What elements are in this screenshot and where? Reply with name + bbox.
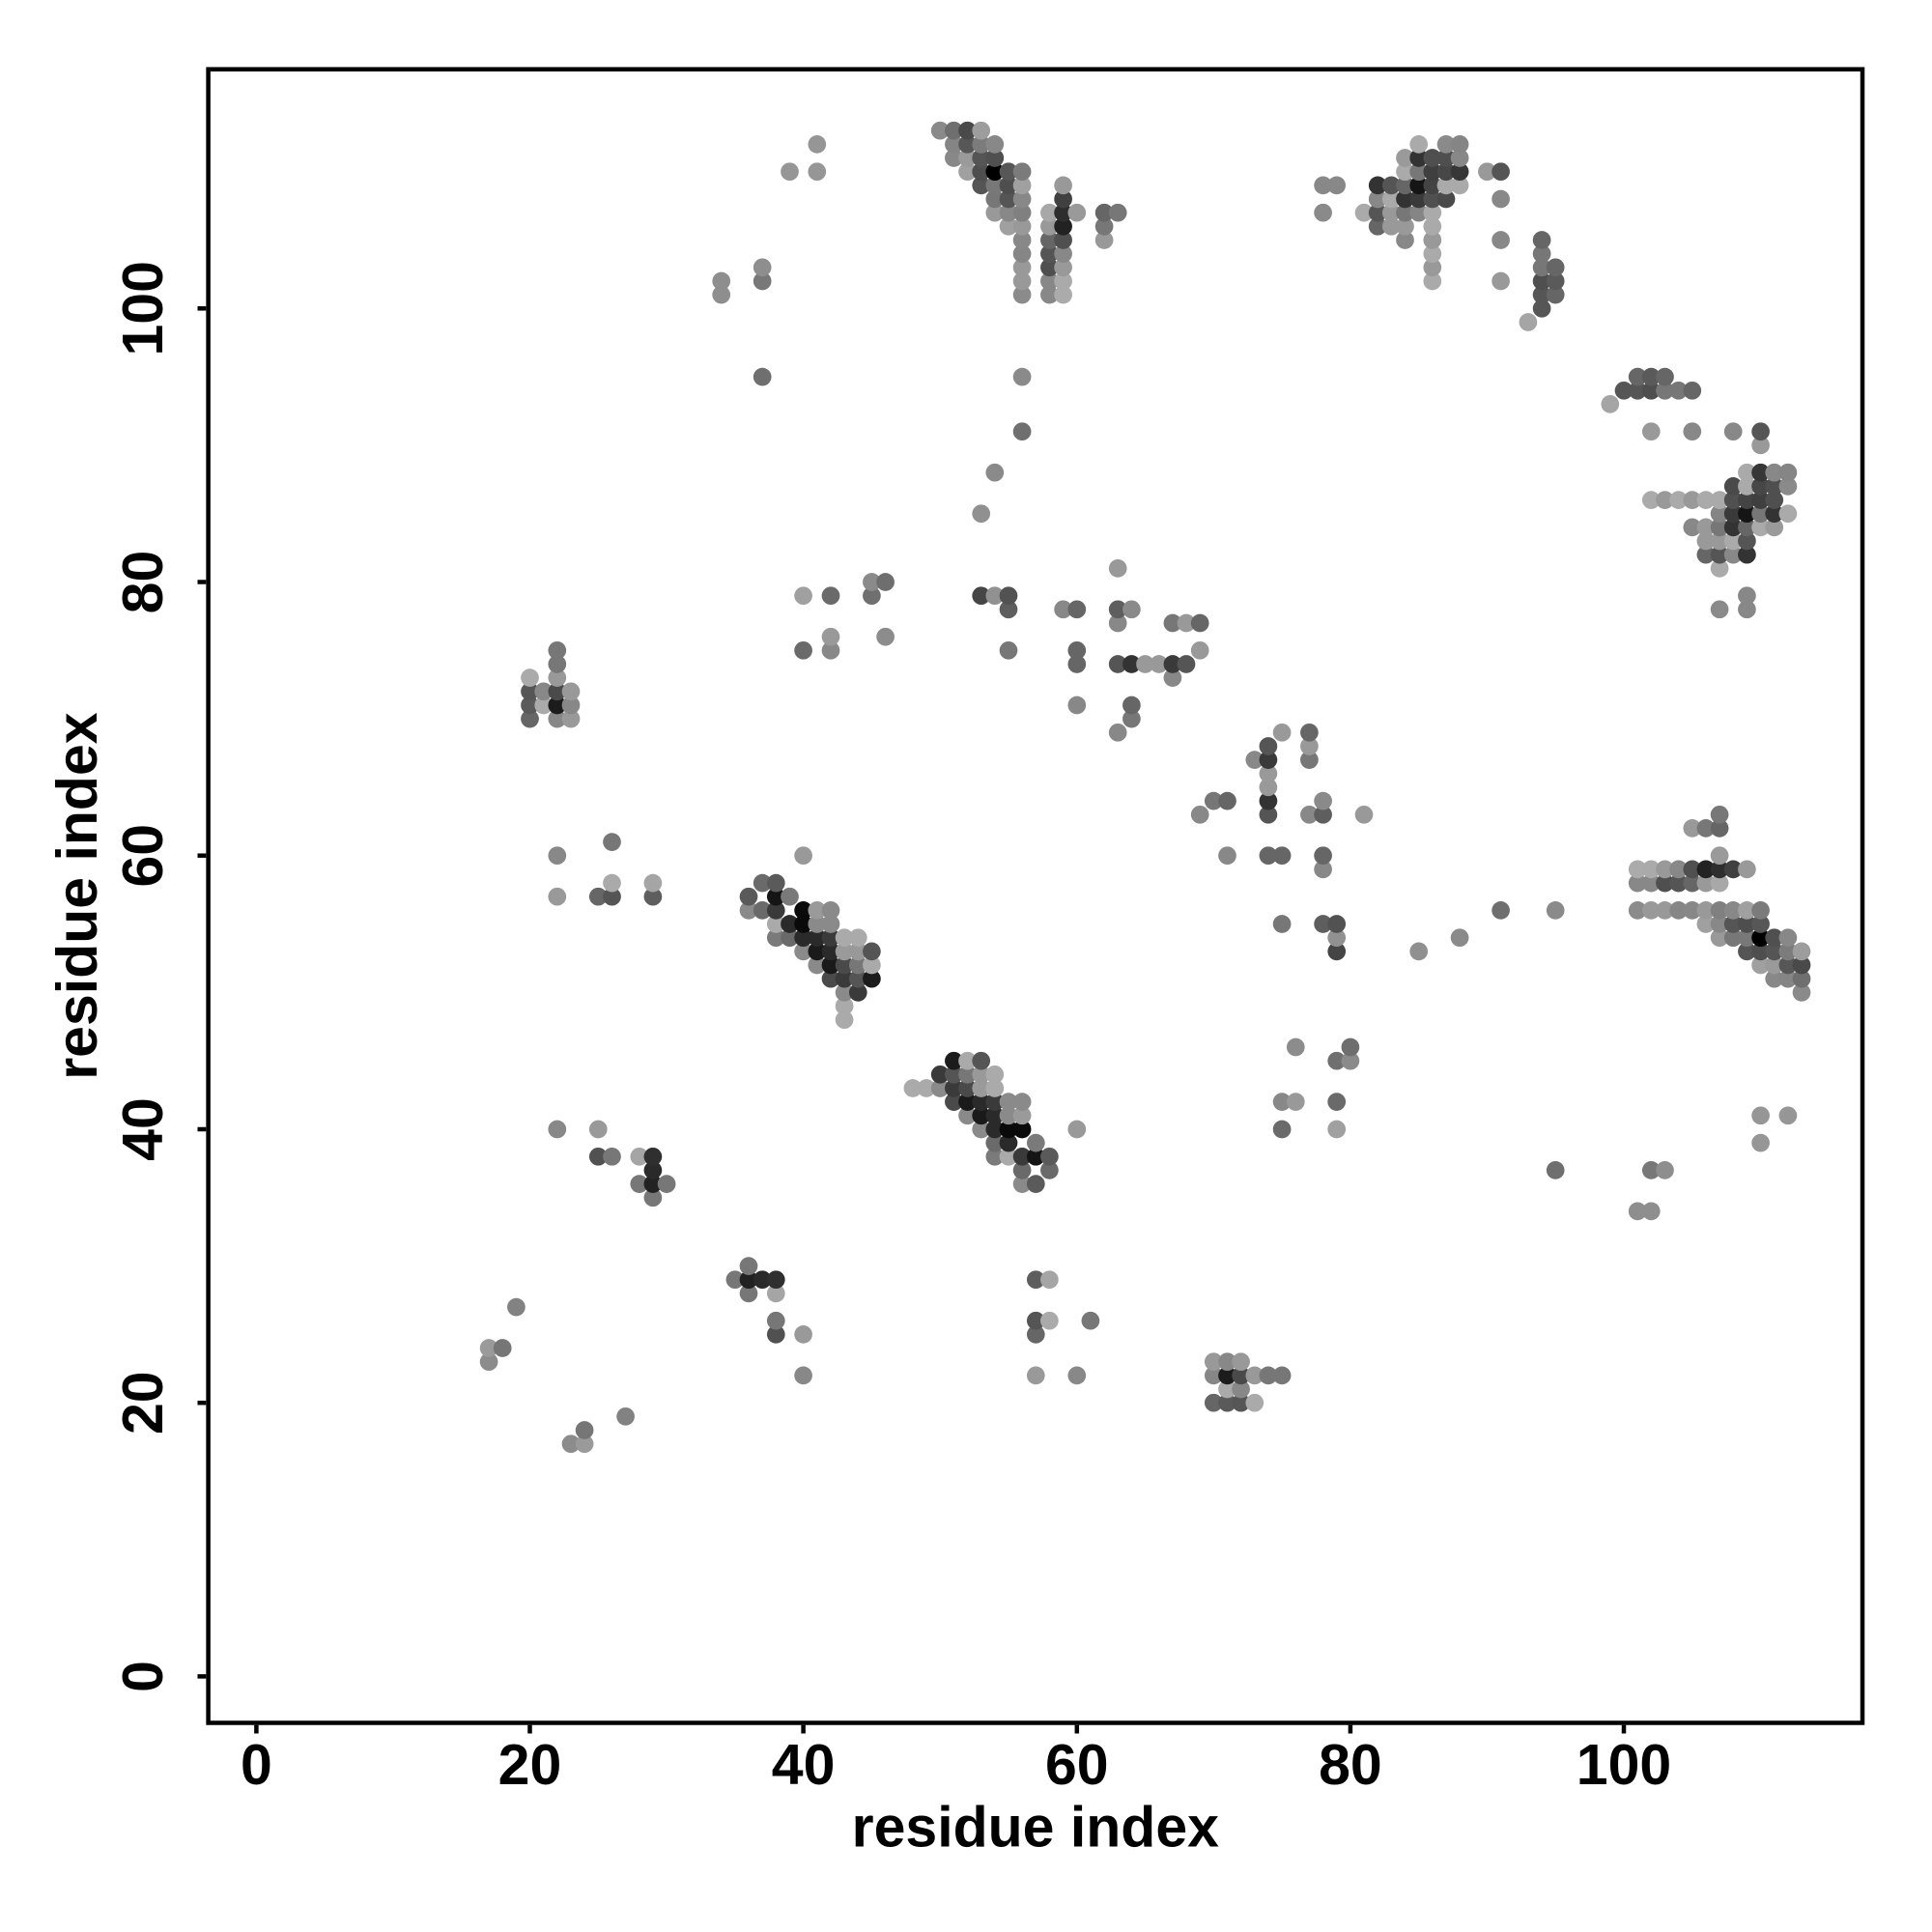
svg-text:100: 100 [111,261,175,355]
svg-text:residue index: residue index [852,1795,1220,1859]
svg-text:20: 20 [111,1371,175,1435]
svg-text:60: 60 [111,824,175,888]
svg-text:100: 100 [1577,1733,1671,1797]
svg-text:40: 40 [772,1733,836,1797]
svg-text:0: 0 [111,1661,175,1692]
svg-text:residue index: residue index [45,712,109,1080]
svg-text:80: 80 [111,551,175,614]
svg-text:60: 60 [1045,1733,1109,1797]
svg-text:20: 20 [498,1733,562,1797]
svg-text:80: 80 [1319,1733,1382,1797]
svg-text:40: 40 [111,1097,175,1161]
svg-text:0: 0 [241,1733,272,1797]
